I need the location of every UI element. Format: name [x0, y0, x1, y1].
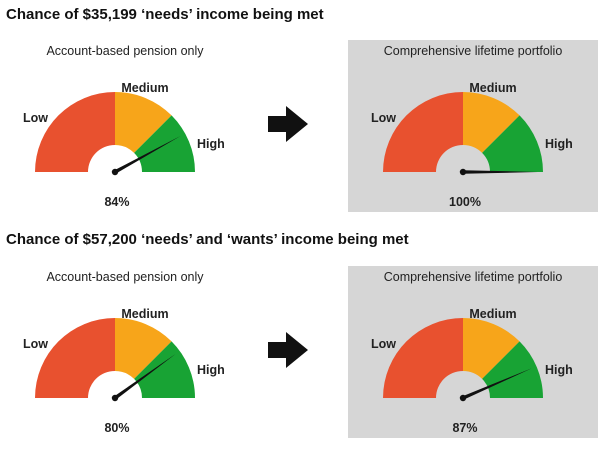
gauge-needle-pivot — [459, 394, 467, 402]
gauge-needle-pivot — [111, 168, 119, 176]
gauge-zone-medium — [115, 318, 172, 379]
gauge-zone-low — [35, 318, 115, 398]
gauge-1-title: Account-based pension only — [46, 44, 204, 58]
gauge-3-title: Account-based pension only — [46, 270, 204, 284]
gauge-value-label: 84% — [104, 195, 129, 209]
gauge-zone-low — [383, 318, 463, 398]
gauge-zone-label-high: High — [197, 363, 225, 377]
gauge-panel-3: Account-based pension only Low Medium High… — [0, 266, 250, 438]
gauge-value-label: 87% — [452, 421, 477, 435]
gauge-4-title: Comprehensive lifetime portfolio — [383, 270, 563, 284]
gauge-zone-label-low: Low — [371, 337, 396, 351]
section-2-title: Chance of $57,200 ‘needs’ and ‘wants’ in… — [6, 231, 409, 248]
gauge-value-label: 80% — [104, 421, 129, 435]
gauge-needle-pivot — [459, 168, 467, 176]
gauge-needle — [463, 170, 538, 174]
gauge-zone-label-medium: Medium — [121, 307, 168, 321]
gauge-zone-label-low: Low — [371, 111, 396, 125]
gauge-2: Low Medium High 100% — [371, 81, 573, 209]
gauge-2-title: Comprehensive lifetime portfolio — [383, 44, 563, 58]
gauge-zone-medium — [463, 92, 520, 153]
gauge-needle — [113, 353, 176, 400]
gauge-zone-label-high: High — [545, 363, 573, 377]
gauge-panel-1: Account-based pension only Low Medium High… — [0, 40, 250, 212]
gauge-zone-low — [35, 92, 115, 172]
gauge-value-label: 100% — [449, 195, 481, 209]
arrow-right-icon — [268, 332, 308, 368]
gauge-zone-label-high: High — [197, 137, 225, 151]
gauge-1: Low Medium High 84% — [23, 81, 225, 209]
gauge-zone-low — [383, 92, 463, 172]
gauge-zone-high — [134, 115, 195, 172]
gauge-zone-label-medium: Medium — [469, 81, 516, 95]
gauge-zone-high — [134, 341, 195, 398]
gauge-needle — [462, 368, 532, 400]
gauge-3: Low Medium High 80% — [23, 307, 225, 435]
gauge-needle — [114, 135, 181, 174]
gauge-panel-4: Comprehensive lifetime portfolio Low Medi… — [348, 266, 598, 438]
gauge-needle-pivot — [111, 394, 119, 402]
gauge-zone-label-high: High — [545, 137, 573, 151]
gauge-panel-2: Comprehensive lifetime portfolio Low Medi… — [348, 40, 598, 212]
arrow-right-icon — [268, 106, 308, 142]
gauge-zone-medium — [115, 92, 172, 153]
gauge-zone-medium — [463, 318, 520, 379]
gauge-4: Low Medium High 87% — [371, 307, 573, 435]
gauge-zone-label-medium: Medium — [121, 81, 168, 95]
gauge-zone-high — [482, 115, 543, 172]
gauge-zone-label-low: Low — [23, 337, 48, 351]
gauge-zone-label-low: Low — [23, 111, 48, 125]
gauge-zone-label-medium: Medium — [469, 307, 516, 321]
section-1-title: Chance of $35,199 ‘needs’ income being m… — [6, 6, 324, 23]
